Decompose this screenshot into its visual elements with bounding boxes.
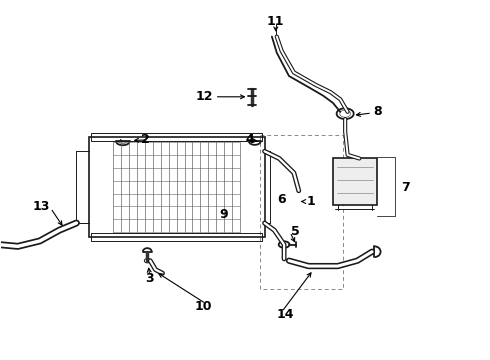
Text: 2: 2 <box>141 133 150 146</box>
Bar <box>91 233 262 241</box>
Text: 9: 9 <box>219 208 228 221</box>
Bar <box>260 135 343 289</box>
Text: 5: 5 <box>291 225 300 238</box>
Text: 12: 12 <box>196 90 213 103</box>
Text: 3: 3 <box>146 272 154 285</box>
Text: 8: 8 <box>373 105 382 118</box>
Bar <box>91 133 262 141</box>
Text: 1: 1 <box>306 195 315 208</box>
Text: 13: 13 <box>32 201 49 213</box>
Text: 14: 14 <box>277 308 294 321</box>
Text: 7: 7 <box>401 181 410 194</box>
Text: 6: 6 <box>277 193 285 206</box>
Bar <box>333 158 377 205</box>
Bar <box>89 137 265 237</box>
Text: 10: 10 <box>195 300 212 313</box>
Text: 11: 11 <box>267 15 285 28</box>
Text: 4: 4 <box>245 133 254 146</box>
